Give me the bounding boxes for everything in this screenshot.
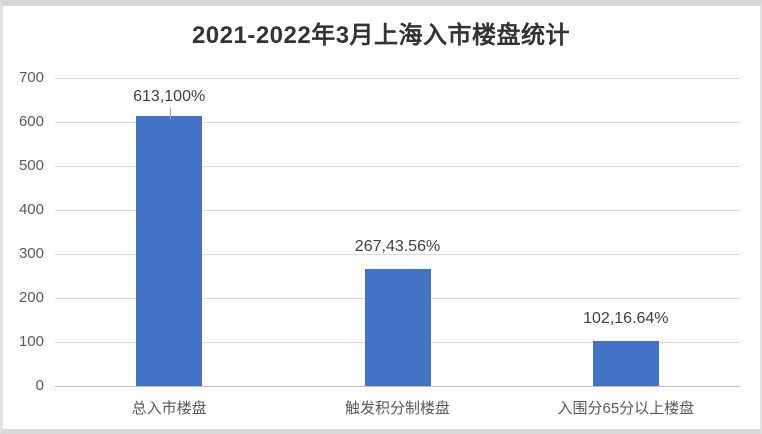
x-axis-line <box>55 386 740 387</box>
gridline-y-500 <box>55 165 740 167</box>
bar-总入市楼盘 <box>136 116 203 386</box>
data-label: 102,16.64% <box>583 310 669 328</box>
y-axis-tick-label: 0 <box>35 377 44 394</box>
y-axis-tick-label: 400 <box>18 201 44 218</box>
x-axis-category-label: 触发积分制楼盘 <box>344 400 450 417</box>
gridline-y-300 <box>55 253 740 255</box>
gridline-y-600 <box>55 121 740 123</box>
x-axis-category-label: 入围分65分以上楼盘 <box>557 400 695 417</box>
plot-area: 0 100 200 300 400 500 600 700 613,100% 总入市楼盘 267,4… <box>19 69 740 417</box>
y-axis-tick-label: 500 <box>18 157 44 174</box>
bar-触发积分制楼盘 <box>364 268 431 386</box>
data-label-leader-line <box>170 108 172 120</box>
y-axis-tick-label: 300 <box>18 245 44 262</box>
y-axis-tick-label: 100 <box>18 333 44 350</box>
bar-入围分65分以上楼盘 <box>592 341 659 386</box>
gridline-y-700 <box>55 77 740 79</box>
y-axis-tick-label: 600 <box>18 113 44 130</box>
gridline-y-400 <box>55 209 740 211</box>
y-axis-tick-label: 700 <box>18 69 44 86</box>
chart-title: 2021-2022年3月上海入市楼盘统计 <box>191 22 571 49</box>
x-axis-category-label: 总入市楼盘 <box>131 400 207 417</box>
data-label: 267,43.56% <box>354 237 441 255</box>
data-label: 613,100% <box>133 88 206 106</box>
y-axis-tick-label: 200 <box>18 289 44 306</box>
